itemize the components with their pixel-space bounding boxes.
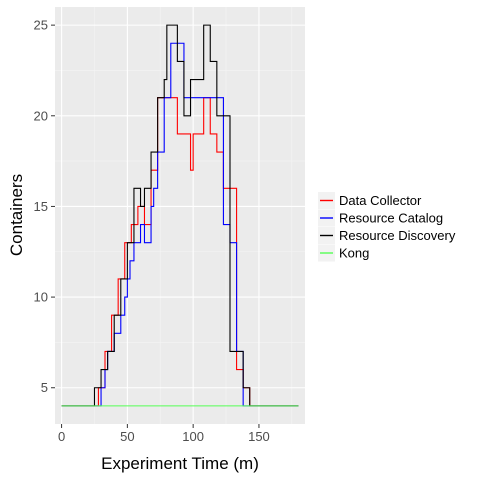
y-tick-label: 5 bbox=[41, 380, 48, 395]
x-tick-label: 150 bbox=[248, 429, 270, 444]
x-tick-label: 0 bbox=[58, 429, 65, 444]
legend: Data Collector Resource Catalog Resource D… bbox=[318, 192, 456, 262]
legend-label-resource-catalog: Resource Catalog bbox=[339, 211, 443, 226]
panel-background bbox=[55, 7, 305, 424]
y-axis-title: Containers bbox=[7, 174, 26, 256]
x-tick-label: 100 bbox=[182, 429, 204, 444]
legend-label-data-collector: Data Collector bbox=[339, 193, 422, 208]
y-tick-label: 10 bbox=[34, 290, 48, 305]
series-line-resource-discovery bbox=[61, 24, 299, 407]
legend-label-kong: Kong bbox=[339, 246, 369, 261]
grid-major bbox=[55, 7, 305, 424]
legend-label-resource-discovery: Resource Discovery bbox=[339, 228, 456, 243]
x-tick-label: 50 bbox=[120, 429, 134, 444]
y-tick-label: 20 bbox=[34, 108, 48, 123]
x-axis-title: Experiment Time (m) bbox=[101, 454, 259, 473]
y-tick-label: 15 bbox=[34, 199, 48, 214]
grid-minor bbox=[55, 7, 305, 424]
ticks-layer: 0 50 100 150 5 10 15 20 25 bbox=[34, 18, 270, 444]
series-layer bbox=[61, 24, 299, 407]
y-tick-label: 25 bbox=[34, 18, 48, 33]
